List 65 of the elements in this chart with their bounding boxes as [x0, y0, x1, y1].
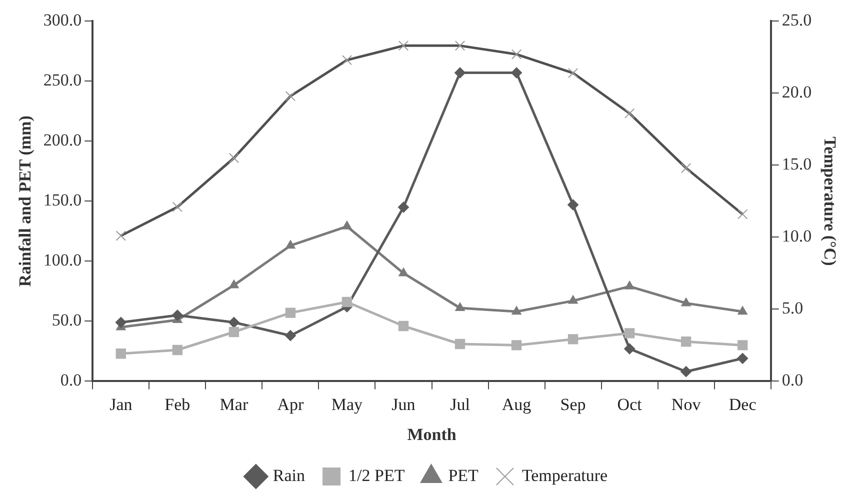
point [398, 268, 408, 276]
y-tick-label: 250.0 [43, 70, 82, 90]
point [738, 306, 748, 315]
x-tick-label: Nov [671, 394, 702, 414]
x-tick-label: Sep [560, 394, 586, 414]
point [455, 302, 465, 311]
y2-tick-label: 10.0 [782, 226, 812, 246]
y-axis-title: Rainfall and PET (mm) [16, 116, 35, 287]
point [680, 336, 692, 347]
y2-tick-label: 25.0 [782, 10, 812, 30]
y-tick-label: 300.0 [43, 10, 82, 30]
y-tick-label: 100.0 [43, 250, 82, 270]
point [398, 202, 409, 213]
x-axis-title: Month [407, 425, 457, 444]
y-tick-label: 150.0 [43, 190, 82, 210]
legend-label: 1/2 PET [348, 466, 406, 485]
point [624, 343, 636, 354]
point [115, 316, 126, 328]
y2-tick-label: 5.0 [782, 298, 804, 318]
point [624, 328, 635, 338]
x-tick-label: Mar [220, 394, 248, 414]
y-tick-label: 50.0 [52, 310, 82, 330]
point [172, 310, 183, 321]
legend-label: PET [448, 466, 480, 485]
point [511, 340, 522, 350]
point [680, 366, 692, 378]
y2-axis-title: Temperature (°C) [820, 136, 840, 266]
point [568, 334, 578, 344]
point [342, 220, 352, 230]
x-tick-label: Jan [110, 394, 133, 414]
y-tick-label: 0.0 [60, 370, 82, 390]
point [342, 296, 352, 308]
point [681, 298, 691, 306]
point [285, 308, 296, 318]
x-tick-label: Dec [728, 394, 757, 414]
x-tick-label: Jul [450, 394, 470, 414]
point [511, 67, 522, 78]
point [286, 240, 296, 249]
point [568, 295, 578, 304]
point [172, 344, 183, 356]
x-tick-label: Feb [164, 394, 190, 414]
point [737, 340, 748, 350]
point [229, 280, 239, 288]
x-tick-label: Oct [617, 394, 642, 414]
point [737, 352, 748, 364]
y2-tick-label: 20.0 [782, 82, 812, 102]
x-tick-label: Jun [392, 394, 416, 414]
point [454, 338, 466, 350]
point [454, 67, 466, 78]
x-tick-label: Aug [502, 394, 532, 414]
point [228, 326, 240, 338]
point [116, 348, 126, 359]
legend-label: Rain [272, 466, 306, 485]
point [568, 199, 579, 210]
x-tick-label: Apr [277, 394, 304, 414]
point [624, 280, 634, 290]
point [512, 306, 522, 315]
y-tick-label: 200.0 [43, 130, 82, 150]
point [228, 316, 240, 328]
point [284, 330, 296, 342]
point [398, 320, 409, 332]
y2-tick-label: 15.0 [782, 154, 812, 174]
legend-label: Temperature [522, 466, 608, 485]
y2-tick-label: 0.0 [782, 370, 804, 390]
x-tick-label: May [331, 394, 364, 414]
